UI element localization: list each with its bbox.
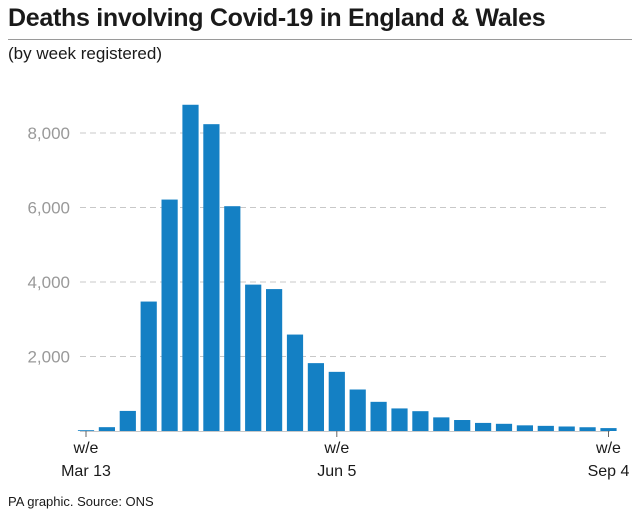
bar bbox=[433, 417, 450, 431]
x-tick-label-line2: Sep 4 bbox=[588, 463, 630, 480]
bar bbox=[391, 408, 408, 431]
y-tick-label: 6,000 bbox=[27, 199, 70, 218]
bar bbox=[412, 411, 429, 431]
source-credit: PA graphic. Source: ONS bbox=[8, 494, 154, 509]
bar bbox=[349, 389, 366, 431]
bar bbox=[119, 410, 136, 431]
bar bbox=[182, 104, 199, 432]
bar bbox=[161, 199, 178, 431]
bar bbox=[537, 425, 554, 431]
bar bbox=[140, 301, 157, 431]
x-tick-label-line1: w/e bbox=[595, 440, 621, 457]
bar bbox=[245, 284, 262, 431]
chart-title: Deaths involving Covid-19 in England & W… bbox=[8, 4, 546, 32]
x-tick-label-line2: Jun 5 bbox=[317, 463, 356, 480]
bar bbox=[203, 124, 220, 431]
bar bbox=[328, 371, 345, 431]
bar bbox=[516, 425, 533, 431]
title-divider bbox=[8, 39, 632, 40]
x-tick-label-line2: Mar 13 bbox=[61, 463, 111, 480]
y-tick-label: 8,000 bbox=[27, 124, 70, 143]
bar-chart: 2,000 4,000 6,000 8,000 w/e Mar 13 w/e Jun 5 w/e… bbox=[27, 104, 630, 480]
bar bbox=[98, 427, 115, 431]
x-tick-label-line1: w/e bbox=[323, 440, 349, 457]
bar bbox=[454, 420, 471, 431]
bar bbox=[600, 428, 617, 431]
bar bbox=[558, 426, 575, 431]
bar bbox=[475, 422, 492, 431]
bar bbox=[495, 423, 513, 431]
y-tick-label: 4,000 bbox=[27, 273, 70, 292]
bar bbox=[224, 206, 241, 431]
bar bbox=[77, 430, 95, 431]
chart-subtitle: (by week registered) bbox=[8, 44, 163, 63]
y-tick-label: 2,000 bbox=[27, 348, 70, 367]
bar bbox=[579, 427, 596, 431]
x-tick-label-line1: w/e bbox=[73, 440, 99, 457]
bar bbox=[266, 289, 283, 431]
bar bbox=[370, 401, 387, 431]
bar bbox=[286, 334, 304, 431]
bar bbox=[307, 363, 324, 431]
